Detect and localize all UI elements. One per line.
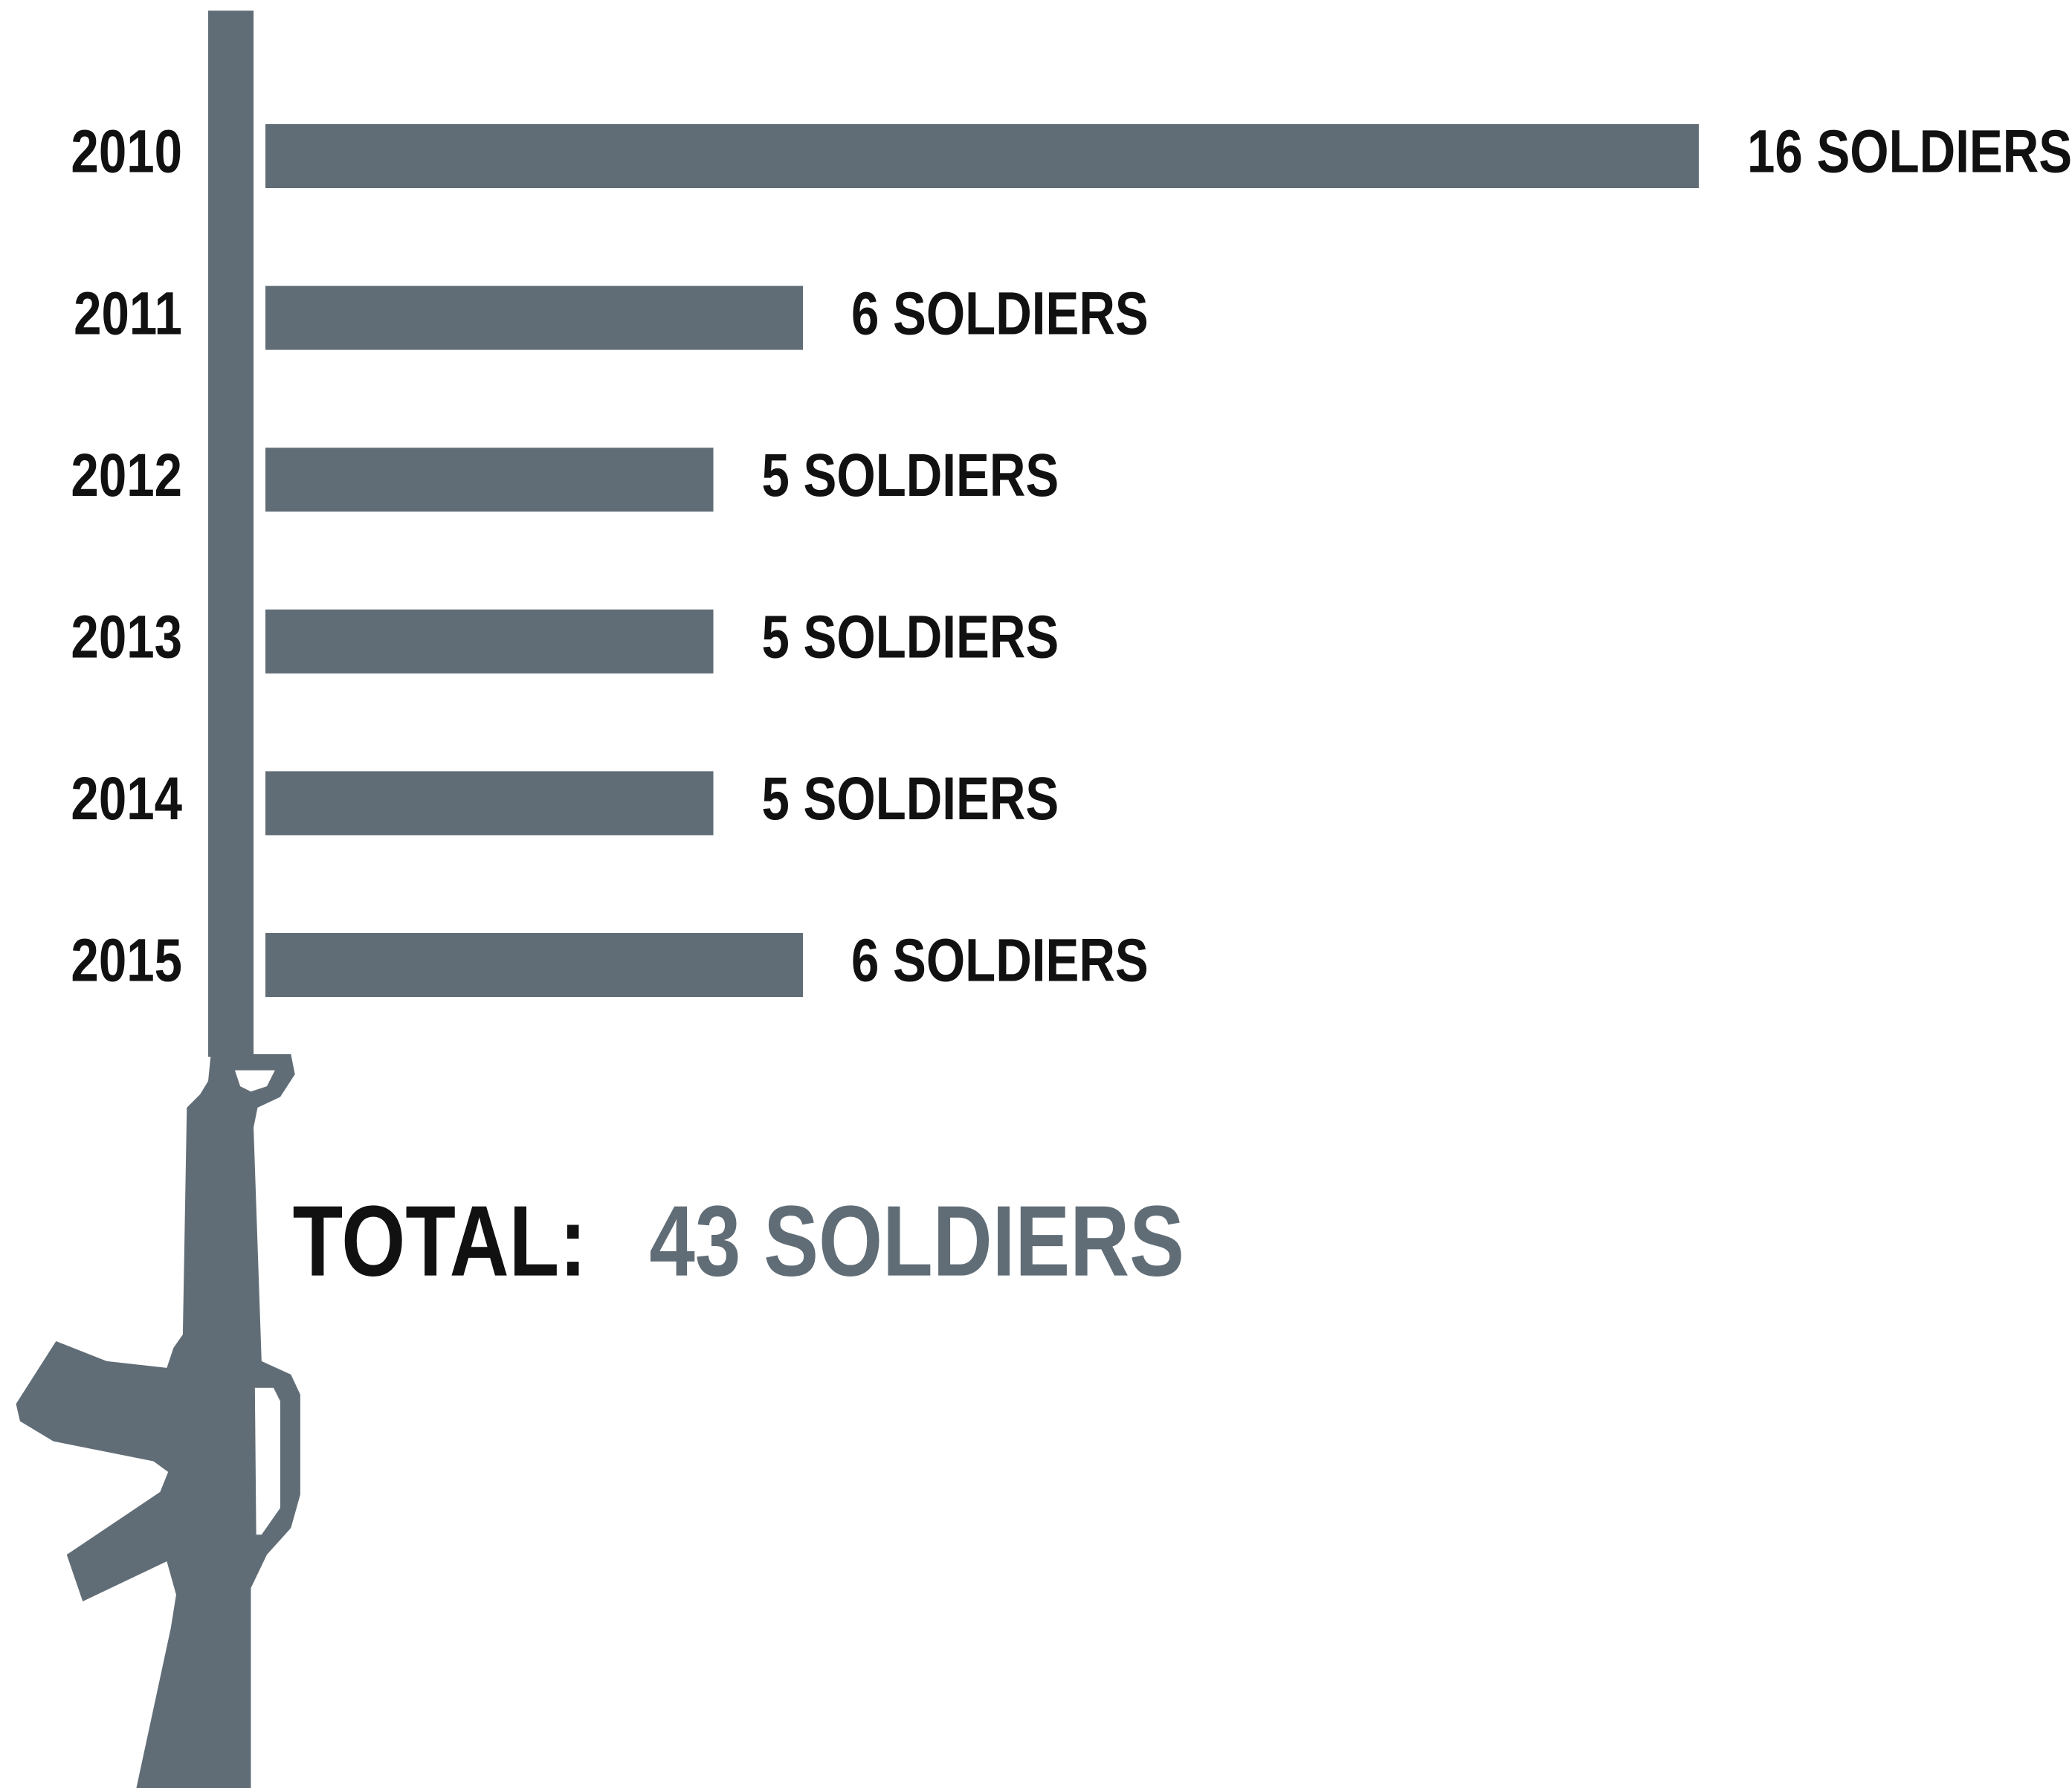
value-label: 5 SOLDIERS xyxy=(762,441,1059,509)
value-label: 16 SOLDIERS xyxy=(1747,117,2072,185)
trigger-guard-hole xyxy=(254,1387,280,1535)
rifle-graphic xyxy=(16,10,300,1788)
category-label: 2011 xyxy=(74,279,182,347)
total-value: 43 SOLDIERS xyxy=(649,1185,1184,1297)
category-label: 2013 xyxy=(71,602,182,671)
bar xyxy=(265,609,714,674)
rifle-body xyxy=(16,1054,300,1788)
category-label: 2014 xyxy=(71,764,182,833)
total-label: TOTAL: xyxy=(293,1185,587,1297)
value-label: 5 SOLDIERS xyxy=(762,764,1059,833)
category-label: 2015 xyxy=(71,926,182,994)
value-label: 6 SOLDIERS xyxy=(851,926,1149,994)
bar xyxy=(265,285,803,350)
category-label: 2010 xyxy=(71,117,182,185)
sight-hole xyxy=(234,1070,275,1092)
category-label: 2012 xyxy=(71,441,182,509)
bar xyxy=(265,771,714,836)
bar xyxy=(265,448,714,512)
rifle-barrel xyxy=(208,10,254,1057)
bar xyxy=(265,124,1699,188)
value-label: 6 SOLDIERS xyxy=(851,279,1149,347)
bar xyxy=(265,933,803,997)
value-label: 5 SOLDIERS xyxy=(762,602,1059,671)
